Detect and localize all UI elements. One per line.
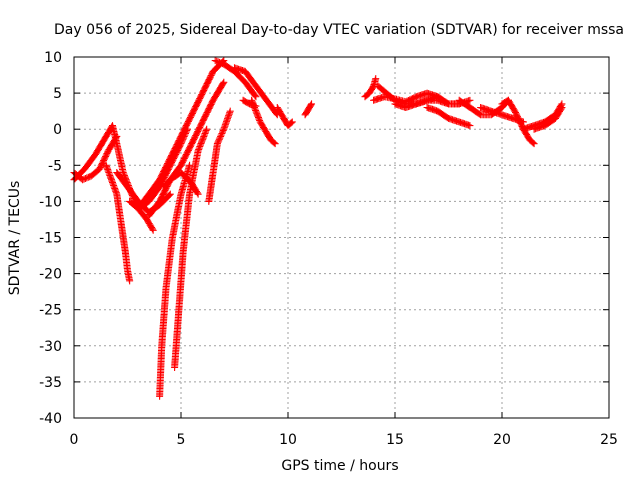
- data-points: [70, 57, 566, 400]
- grid-lines: [74, 57, 609, 418]
- y-tick-label: -30: [39, 339, 62, 355]
- series-marks: [211, 57, 260, 101]
- x-tick-label: 5: [177, 432, 186, 448]
- series-marks: [171, 125, 211, 371]
- series-marks: [231, 64, 281, 119]
- series-arc-22: [423, 104, 474, 130]
- series-marks: [156, 161, 194, 400]
- series-marks: [102, 161, 134, 285]
- series-marks: [205, 107, 234, 205]
- series-arc-11: [205, 107, 234, 205]
- y-tick-label: 5: [53, 86, 62, 102]
- x-tick-label: 20: [493, 432, 511, 448]
- series-arc-10: [171, 125, 211, 371]
- y-tick-label: -35: [39, 375, 62, 391]
- series-arc-16: [273, 104, 296, 130]
- series-arc-17: [301, 100, 316, 119]
- y-tick-label: -5: [48, 158, 62, 174]
- series-arc-3: [102, 161, 134, 285]
- chart-title: Day 056 of 2025, Sidereal Day-to-day VTE…: [54, 22, 624, 38]
- series-marks: [530, 104, 566, 133]
- series-arc-27: [530, 104, 566, 133]
- x-tick-label: 25: [600, 432, 618, 448]
- series-marks: [239, 96, 260, 110]
- y-tick-label: -25: [39, 303, 62, 319]
- series-marks: [301, 100, 316, 119]
- series-arc-6: [134, 57, 228, 213]
- y-tick-label: -10: [39, 194, 62, 210]
- series-arc-15: [239, 96, 260, 110]
- y-tick-label: -15: [39, 231, 62, 247]
- y-axis-label: SDTVAR / TECUs: [7, 181, 23, 296]
- series-arc-9: [156, 161, 194, 400]
- x-axis-label: GPS time / hours: [281, 458, 398, 474]
- series-arc-13: [231, 64, 281, 119]
- series-marks: [423, 104, 474, 130]
- x-tick-label: 0: [70, 432, 79, 448]
- x-tick-label: 10: [279, 432, 297, 448]
- series-arc-18: [361, 75, 380, 101]
- series-marks: [361, 75, 380, 101]
- series-marks: [134, 57, 228, 213]
- y-tick-label: 10: [44, 50, 62, 66]
- series-arc-12: [211, 57, 260, 101]
- y-tick-label: 0: [53, 122, 62, 138]
- y-tick-label: -40: [39, 411, 62, 427]
- axis-ticks: 0 5 10 15 20 25 -40 -35 -30 -25 -20 -15 -10 -5 0 5 10: [39, 50, 618, 448]
- y-tick-label: -20: [39, 267, 62, 283]
- series-marks: [273, 104, 296, 130]
- x-tick-label: 15: [386, 432, 404, 448]
